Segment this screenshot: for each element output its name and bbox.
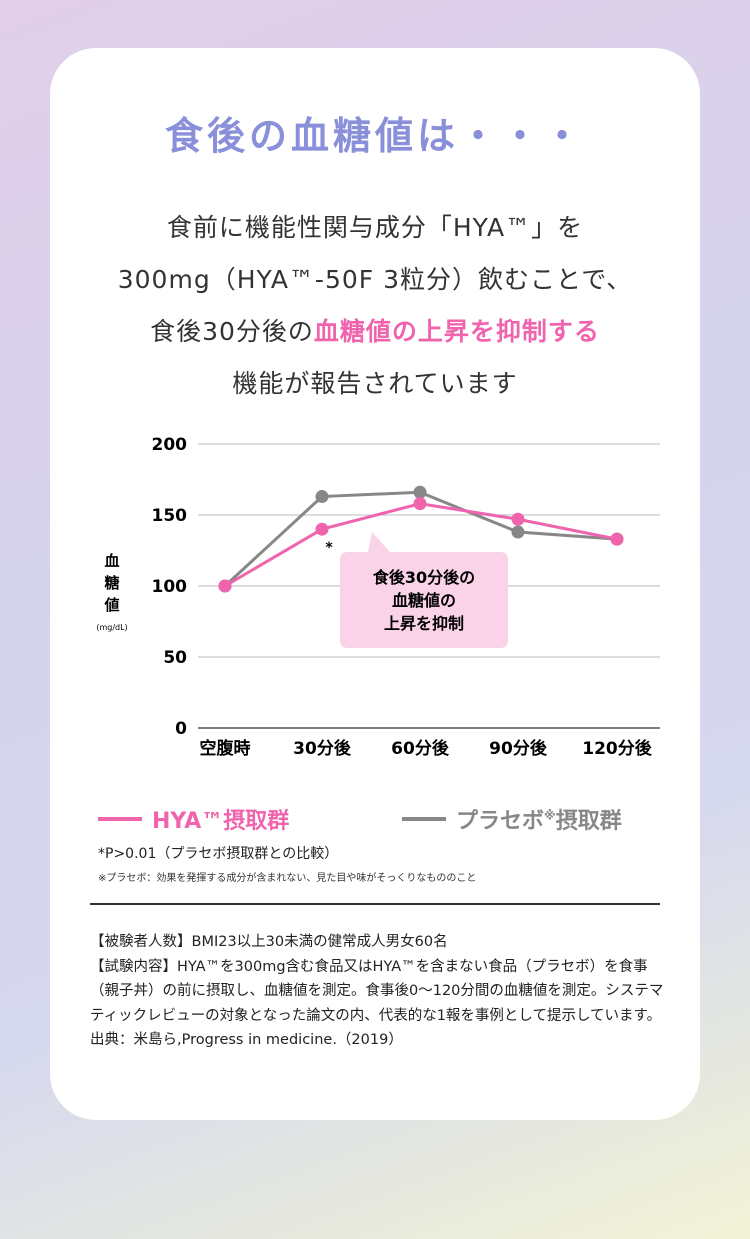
y-axis-unit: (mg/dL) [96, 623, 127, 632]
legend-placebo-mark: ※ [544, 808, 556, 823]
legend-line-gray [402, 817, 446, 821]
x-tick-label: 60分後 [391, 738, 450, 759]
placebo-definition: ※プラセボ：効果を発揮する成分が含まれない、見た目や味がそっくりなもののこと [98, 873, 477, 884]
study-details: 【被験者人数】BMI23以上30未満の健常成人男女60名 【試験内容】HYA™を… [90, 930, 670, 1053]
legend-hya: HYA™摂取群 [98, 803, 289, 835]
data-point [218, 579, 232, 593]
page-title: 食後の血糖値は・・・ [164, 114, 585, 158]
y-axis-label-3: 値 [103, 596, 119, 614]
callout-line: 上昇を抑制 [384, 614, 464, 633]
legend-placebo-label: プラセボ※摂取群 [456, 803, 622, 835]
y-tick-label: 50 [163, 648, 187, 668]
data-point [315, 490, 329, 504]
p-value-note: *P>0.01（プラセボ摂取群との比較） [98, 846, 339, 862]
data-point [413, 485, 427, 499]
legend-placebo-tail: 摂取群 [555, 809, 622, 834]
y-tick-label: 150 [152, 506, 188, 526]
x-tick-label: 120分後 [582, 738, 652, 759]
lead-line-3-text: 食後30分後の [150, 317, 314, 346]
lead-line-1: 食前に機能性関与成分「HYA™」を [166, 213, 584, 242]
legend-line-pink [98, 817, 142, 821]
legend-placebo: プラセボ※摂取群 [402, 803, 622, 835]
data-point [610, 532, 624, 546]
data-point [413, 497, 427, 511]
lead-highlight: 血糖値の上昇を抑制する [313, 317, 600, 346]
legend-placebo-main: プラセボ [456, 809, 545, 834]
data-point [511, 512, 525, 526]
lead-line-4: 機能が報告されています [232, 369, 518, 398]
x-tick-label: 90分後 [489, 738, 548, 759]
legend-hya-label: HYA™摂取群 [152, 809, 290, 834]
significance-star: * [325, 540, 333, 556]
divider [90, 903, 660, 905]
data-point [511, 525, 525, 539]
y-tick-label: 200 [152, 435, 188, 455]
callout-bubble: 食後30分後の 血糖値の 上昇を抑制 [340, 532, 508, 648]
lead-line-3: 食後30分後の血糖値の上昇を抑制する [0, 312, 750, 348]
y-axis-label-2: 糖 [104, 574, 119, 592]
x-tick-label: 30分後 [293, 738, 352, 759]
data-point [315, 522, 329, 536]
footer-source: 出典：米島ら,Progress in medicine.（2019） [90, 1032, 403, 1048]
y-tick-label: 100 [152, 577, 188, 597]
callout-line: 血糖値の [392, 591, 456, 610]
footer-study: 【試験内容】HYA™を300mg含む食品又はHYA™を含まない食品（プラセボ）を… [90, 958, 664, 1024]
blood-glucose-chart: 0 50 100 150 200 空腹時 30分後 60分後 90分後 120分後 血 糖 値 (… [96, 435, 660, 759]
footer-subjects: 【被験者人数】BMI23以上30未満の健常成人男女60名 [90, 934, 448, 950]
y-axis-label-1: 血 [104, 552, 119, 570]
callout-line: 食後30分後の [372, 568, 475, 587]
y-tick-label: 0 [175, 719, 187, 739]
x-tick-label: 空腹時 [200, 738, 251, 759]
lead-line-2: 300mg（HYA™-50F 3粒分）飲むことで、 [117, 265, 633, 294]
